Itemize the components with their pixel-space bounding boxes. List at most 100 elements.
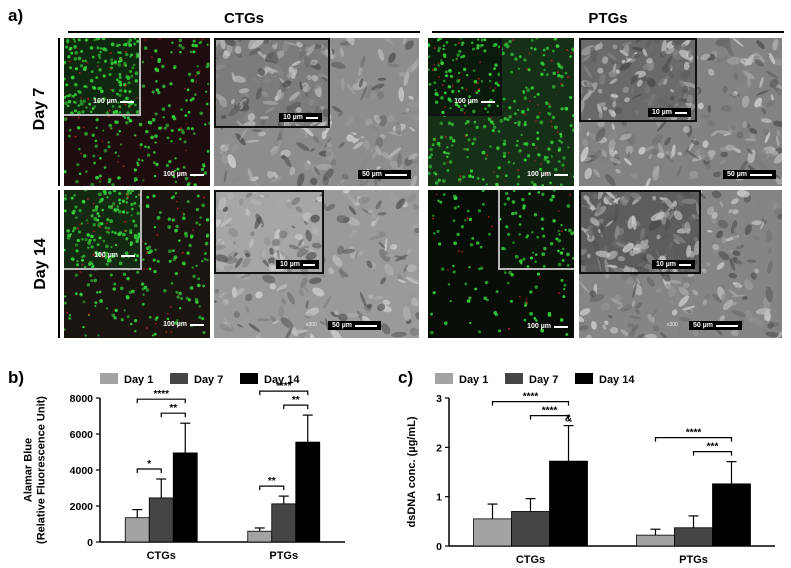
row-rule-day14 — [58, 190, 60, 338]
error-bar — [278, 495, 289, 504]
row-rule-day7 — [58, 38, 60, 186]
legend-swatch-1 — [505, 373, 523, 384]
scale-bar: 100 µm — [94, 252, 135, 259]
scale-bar: 50 µm — [689, 321, 742, 330]
row-label-day7: Day 7 — [31, 87, 48, 131]
significance-label: **** — [686, 428, 702, 439]
ptgs-day7-sem-image: 10 µm 50 µm — [579, 38, 782, 186]
alamar-blue-chart: Day 1 Day 7 Day 14 0 2000 4000 6000 8000 Alamar … — [23, 373, 345, 562]
significance-bracket: **** — [529, 406, 570, 420]
significance-bracket: ** — [259, 476, 285, 491]
bar — [511, 511, 550, 547]
legend-label-0: Day 1 — [124, 374, 153, 386]
magnification-label: x300 — [667, 322, 678, 328]
significance-bracket: ** — [160, 403, 186, 418]
significance-label: ** — [292, 395, 300, 406]
significance-label: **** — [276, 381, 292, 392]
significance-label: *** — [707, 442, 719, 453]
ctgs-day14-sem-inset: 10 µm — [214, 190, 324, 274]
magnification-label: x300 — [306, 322, 317, 328]
ctgs-day7-live-dead-image: 100 µm 100 µm — [64, 38, 210, 186]
bar — [473, 518, 512, 547]
legend-swatch-0 — [100, 373, 118, 384]
bar — [549, 460, 588, 547]
bar — [271, 503, 297, 543]
significance-bracket: **** — [136, 389, 186, 404]
scale-bar: 10 µm — [652, 260, 695, 269]
error-bar — [726, 461, 737, 484]
significance-bracket: **** — [654, 428, 733, 442]
scale-bar: 10 µm — [279, 113, 322, 122]
y-tick-label: 3 — [436, 393, 442, 405]
dsdna-chart: Day 1 Day 7 Day 14 0 1 2 3 dsDNA conc. (µg/mL) C… — [406, 373, 775, 566]
significance-bracket: **** — [491, 392, 570, 406]
error-bar — [487, 503, 498, 519]
legend-label-0: Day 1 — [459, 374, 488, 386]
bar — [247, 530, 273, 543]
x-tick-label: CTGs — [147, 550, 176, 562]
y-tick-label: 8000 — [70, 393, 94, 405]
y-axis-label: Alamar Blue — [23, 438, 35, 502]
legend-swatch-0 — [435, 373, 453, 384]
scale-bar: 50 µm — [328, 321, 381, 330]
y-tick-label: 2000 — [70, 501, 94, 513]
ptgs-day7-live-dead-image: 100 µm 100 µm — [428, 38, 574, 186]
bar — [674, 527, 713, 547]
y-axis-label: dsDNA conc. (µg/mL) — [406, 416, 418, 527]
x-tick-label: PTGs — [269, 550, 298, 562]
significance-label: ** — [169, 403, 177, 414]
scale-bar: 100 µm — [163, 321, 204, 328]
legend: Day 1 Day 7 Day 14 — [100, 373, 300, 386]
y-tick-label: 6000 — [70, 429, 94, 441]
legend: Day 1 Day 7 Day 14 — [435, 373, 635, 386]
scale-bar: 100 µm — [527, 171, 568, 178]
x-tick-label: PTGs — [679, 554, 708, 566]
x-tick-label: CTGs — [516, 554, 545, 566]
legend-label-2: Day 14 — [264, 374, 300, 386]
legend-label-2: Day 14 — [599, 374, 635, 386]
bar — [124, 517, 150, 543]
significance-label: **** — [153, 389, 169, 400]
scale-bar: 100 µm — [454, 98, 495, 105]
significance-label: **** — [542, 406, 558, 417]
bar — [712, 483, 751, 547]
significance-bracket: * — [136, 459, 162, 473]
ctgs-day7-sem-inset: 10 µm — [214, 38, 330, 128]
group-title-ptgs: PTGs — [588, 10, 628, 27]
ctgs-day14-sem-image: 10 µm x300 50 µm — [214, 190, 419, 338]
ctgs-day14-fluor-inset: 100 µm — [64, 190, 142, 270]
error-bar — [254, 527, 265, 532]
ctgs-day7-fluor-inset: 100 µm — [64, 38, 141, 116]
group-rule-ptgs — [432, 31, 784, 33]
legend-label-1: Day 7 — [529, 374, 558, 386]
y-tick-label: 2 — [436, 442, 442, 454]
ctgs-day7-sem-image: 10 µm 50 µm — [214, 38, 419, 186]
bar — [295, 441, 321, 543]
error-bar — [650, 528, 661, 536]
significance-label: ** — [268, 476, 276, 487]
error-bar — [525, 498, 536, 512]
y-tick-label: 0 — [436, 541, 442, 553]
scale-bar: 50 µm — [723, 170, 776, 179]
error-bar — [156, 478, 167, 498]
group-rule-ctgs — [68, 31, 420, 33]
scale-bar: 100 µm — [163, 171, 204, 178]
ptgs-day7-sem-inset: 10 µm — [579, 38, 697, 122]
ptgs-day14-live-dead-image: 100 µm — [428, 190, 574, 338]
y-tick-label: 4000 — [70, 465, 94, 477]
cell-dots — [64, 38, 210, 186]
error-bar — [302, 414, 313, 443]
legend-swatch-2 — [575, 373, 593, 384]
bar — [172, 452, 198, 543]
scale-bar: 100 µm — [527, 323, 568, 330]
significance-label: **** — [523, 392, 539, 403]
panel-label-c: c) — [398, 368, 414, 387]
ctgs-day14-live-dead-image: 100 µm 100 µm — [64, 190, 210, 338]
ptgs-day7-fluor-inset: 100 µm — [428, 38, 502, 116]
significance-bracket: *** — [692, 442, 733, 456]
ptgs-day14-sem-image: 10 µm x300 50 µm — [579, 190, 782, 338]
panel-label-b: b) — [8, 368, 25, 387]
error-bar — [180, 422, 191, 453]
panel-label-a: a) — [8, 6, 24, 25]
significance-bracket: ** — [283, 395, 309, 410]
